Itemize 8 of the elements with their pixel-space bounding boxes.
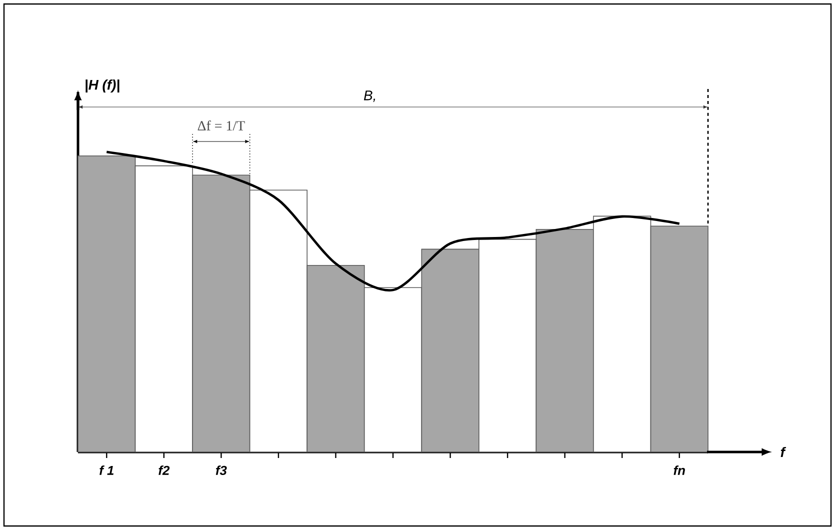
x-tick-label: f3 <box>216 466 227 476</box>
x-tick-label: fn <box>674 466 685 475</box>
text: B, <box>364 90 376 102</box>
y-axis-title: |H (f)| <box>86 79 120 92</box>
text: f <box>780 446 786 458</box>
x-tick-label: f2 <box>158 466 170 475</box>
text: Δf = 1/T <box>198 120 245 130</box>
x-tick-label: f 1 <box>100 466 114 475</box>
